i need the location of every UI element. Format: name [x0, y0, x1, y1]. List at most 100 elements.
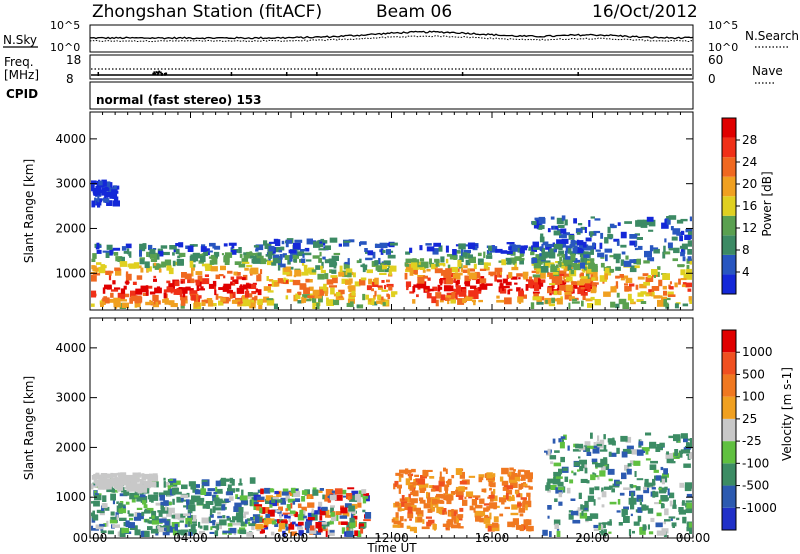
echo-cell [145, 474, 148, 479]
echo-cell [234, 502, 242, 509]
echo-cell [437, 284, 441, 290]
echo-cell [127, 510, 130, 514]
echo-cell [145, 285, 149, 291]
echo-cell [112, 280, 116, 285]
echo-cell [225, 498, 231, 503]
echo-cell [539, 225, 545, 230]
echo-cell [239, 495, 248, 501]
echo-cell [142, 500, 147, 505]
echo-cell [603, 444, 607, 451]
echo-cell [100, 303, 104, 307]
echo-cell [376, 300, 383, 304]
echo-cell [682, 303, 689, 307]
echo-cell [570, 240, 576, 247]
echo-cell [621, 508, 628, 516]
echo-cell [524, 471, 527, 474]
echo-cell [384, 284, 386, 290]
echo-cell [581, 462, 585, 469]
echo-cell [341, 489, 347, 495]
echo-cell [574, 258, 578, 263]
echo-cell [440, 256, 445, 263]
echo-cell [139, 478, 144, 484]
echo-cell [364, 512, 372, 519]
echo-cell [563, 266, 567, 272]
echo-cell [232, 279, 236, 283]
echo-cell [608, 531, 612, 534]
echo-cell [273, 303, 278, 309]
echo-cell [190, 278, 195, 283]
echo-cell [214, 245, 221, 250]
echo-cell [113, 252, 119, 256]
echo-cell [249, 268, 252, 274]
echo-cell [510, 512, 519, 516]
x-tick-label: 00:00 [676, 531, 711, 545]
echo-cell [231, 250, 237, 255]
echo-cell [506, 489, 513, 495]
freq-blip [159, 71, 162, 74]
echo-cell [640, 222, 648, 228]
echo-cell [319, 488, 324, 491]
echo-cell [463, 502, 467, 505]
freq-blip [316, 72, 318, 76]
echo-cell [613, 253, 621, 260]
echo-cell [201, 299, 209, 304]
echo-cell [615, 281, 619, 288]
echo-cell [641, 504, 647, 511]
echo-cell [307, 495, 311, 499]
echo-cell [306, 238, 313, 245]
echo-cell [422, 270, 426, 273]
echo-cell [247, 492, 253, 497]
echo-cell [190, 254, 199, 262]
echo-cell [108, 275, 112, 281]
echo-cell [458, 486, 465, 492]
echo-cell [265, 495, 273, 501]
echo-cell [511, 494, 515, 500]
echo-cell [550, 265, 557, 273]
echo-cell [150, 258, 158, 262]
echo-cell [329, 520, 334, 525]
echo-cell [599, 275, 608, 282]
echo-cell [163, 292, 167, 299]
echo-cell [557, 267, 560, 273]
echo-cell [162, 530, 170, 536]
echo-cell [110, 511, 115, 516]
colorbar-tick-label: 100 [742, 390, 765, 404]
echo-cell [91, 512, 94, 517]
echo-cell [139, 257, 145, 265]
echo-cell [359, 279, 366, 286]
echo-cell [384, 268, 390, 273]
echo-cell [205, 265, 212, 271]
echo-cell [667, 291, 674, 297]
echo-cell [145, 301, 151, 306]
colorbar-tick-label: -1000 [742, 501, 777, 515]
echo-cell [126, 484, 132, 492]
echo-cell [374, 260, 379, 266]
echo-cell [506, 485, 514, 490]
echo-cell [663, 251, 671, 255]
echo-cell [467, 254, 473, 259]
echo-cell [449, 511, 452, 517]
echo-cell [139, 247, 146, 252]
echo-cell [261, 507, 266, 514]
echo-cell [374, 243, 382, 248]
echo-cell [95, 271, 98, 274]
echo-cell [631, 449, 639, 455]
echo-cell [584, 441, 591, 446]
echo-cell [556, 530, 561, 537]
echo-cell [117, 292, 126, 299]
echo-cell [603, 434, 606, 440]
echo-cell [559, 234, 567, 239]
echo-cell [125, 501, 130, 505]
echo-cell [311, 508, 314, 514]
echo-cell [274, 239, 281, 247]
echo-cell [648, 289, 655, 293]
echo-cell [218, 296, 222, 299]
echo-cell [380, 248, 384, 255]
echo-cell [590, 445, 597, 449]
echo-cell [201, 480, 208, 484]
echo-cell [91, 483, 94, 490]
echo-cell [103, 485, 110, 488]
echo-cell [420, 483, 429, 488]
echo-cell [619, 492, 625, 496]
echo-cell [244, 267, 249, 271]
